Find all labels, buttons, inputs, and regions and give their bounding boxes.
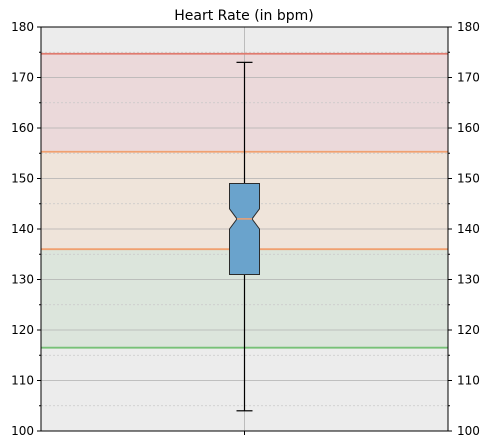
y-tick-label-right: 130 xyxy=(457,273,480,287)
y-tick-label-right: 140 xyxy=(457,222,480,236)
chart-title: Heart Rate (in bpm) xyxy=(174,8,314,24)
y-tick-label-left: 180 xyxy=(11,20,34,34)
y-tick-label-right: 160 xyxy=(457,121,480,135)
y-tick-label-left: 100 xyxy=(11,424,34,438)
y-tick-label-left: 110 xyxy=(11,374,34,388)
y-tick-label-right: 180 xyxy=(457,20,480,34)
y-tick-label-right: 170 xyxy=(457,71,480,85)
y-tick-label-left: 160 xyxy=(11,121,34,135)
y-tick-label-right: 110 xyxy=(457,374,480,388)
y-tick-label-right: 150 xyxy=(457,172,480,186)
y-tick-label-left: 130 xyxy=(11,273,34,287)
y-tick-label-left: 140 xyxy=(11,222,34,236)
y-tick-label-right: 100 xyxy=(457,424,480,438)
plot-area xyxy=(40,26,449,435)
y-tick-label-left: 120 xyxy=(11,323,34,337)
y-tick-label-right: 120 xyxy=(457,323,480,337)
y-axis-left: 100 110 120 130 140 150 160 170 180 xyxy=(11,20,41,438)
y-tick-label-left: 150 xyxy=(11,172,34,186)
notched-box xyxy=(229,183,260,275)
y-tick-label-left: 170 xyxy=(11,71,34,85)
y-axis-right: 100 110 120 130 140 150 160 170 180 xyxy=(448,20,480,438)
